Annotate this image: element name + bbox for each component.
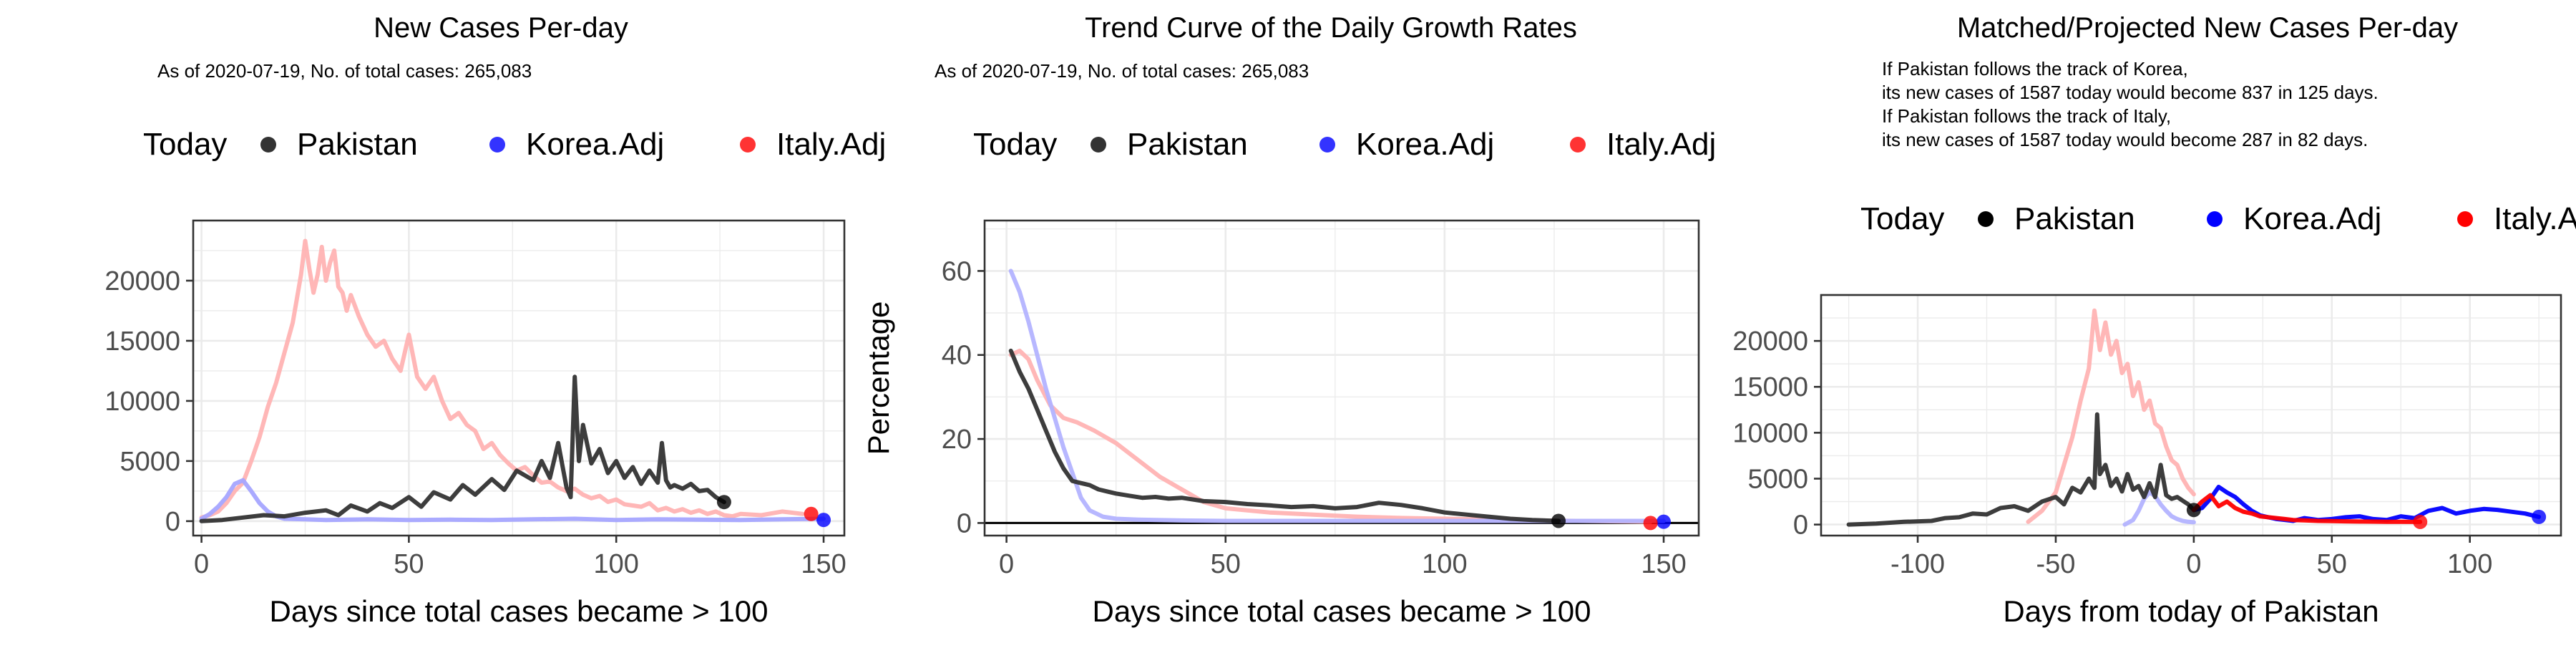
legend-marker [740, 137, 756, 153]
chart-subtitle: As of 2020-07-19, No. of total cases: 26… [935, 60, 1309, 82]
legend-marker [2457, 211, 2473, 227]
y-tick-label: 15000 [104, 327, 180, 357]
legend: Today Pakistan Korea.Adj Italy.Adj [143, 127, 886, 162]
today-point-italy-adj [804, 506, 819, 521]
x-tick-label: 0 [2186, 549, 2201, 579]
today-point-korea-adj [2532, 509, 2547, 524]
x-tick-label: 100 [1422, 549, 1467, 579]
y-tick-label: 20 [942, 425, 972, 455]
today-point-pakistan [716, 495, 731, 510]
legend-label: Korea.Adj [1356, 127, 1494, 162]
legend-marker [1091, 137, 1106, 153]
series-line-pakistan [199, 374, 726, 523]
legend-label: Korea.Adj [526, 127, 664, 162]
x-axis-label: Days since total cases became > 100 [1093, 594, 1591, 628]
y-tick-label: 5000 [119, 447, 180, 477]
annotation-line: If Pakistan follows the track of Italy, [1882, 105, 2171, 127]
x-tick-label: 50 [2317, 549, 2347, 579]
series-line-pakistan [1008, 348, 1561, 523]
chart-panel-2: Trend Curve of the Daily Growth Rates As … [862, 12, 1716, 628]
x-tick-label: -50 [2036, 549, 2075, 579]
chart-title: New Cases Per-day [374, 12, 628, 44]
y-tick-label: 10000 [104, 387, 180, 417]
legend-marker [1319, 137, 1335, 153]
x-tick-label: 0 [999, 549, 1014, 579]
chart-subtitle: As of 2020-07-19, No. of total cases: 26… [157, 60, 532, 82]
legend-label: Korea.Adj [2243, 201, 2381, 236]
x-tick-label: 150 [1641, 549, 1686, 579]
legend-marker [1978, 211, 1994, 227]
annotation-line: If Pakistan follows the track of Korea, [1882, 58, 2188, 79]
today-point-korea-adj [816, 513, 831, 528]
annotation-line: its new cases of 1587 today would become… [1882, 82, 2379, 103]
today-point-italy-adj [2413, 514, 2428, 529]
series-line-korea-adj-past- [2122, 490, 2196, 527]
series-group [199, 238, 831, 528]
x-tick-label: 50 [1211, 549, 1241, 579]
plot-area [985, 221, 1699, 536]
y-tick-label: 10000 [1732, 418, 1808, 448]
series-line-italy-adj [199, 238, 805, 520]
today-point-pakistan [2186, 503, 2201, 518]
plot-border [983, 219, 1700, 537]
series-line-italy-adj-projected- [2191, 493, 2423, 524]
legend-marker [1570, 137, 1586, 153]
plot-border [192, 219, 846, 537]
y-tick-label: 60 [942, 256, 972, 286]
y-tick-label: 20000 [104, 266, 180, 296]
grid [1821, 294, 2561, 536]
legend-label: Italy.Adj [1606, 127, 1716, 162]
x-axis-label: Days from today of Pakistan [2003, 594, 2379, 628]
y-tick-label: 0 [1793, 511, 1808, 541]
y-tick-label: 5000 [1747, 464, 1808, 494]
x-tick-label: 100 [2447, 549, 2492, 579]
legend-label: Pakistan [2014, 201, 2135, 236]
x-tick-label: 50 [394, 549, 424, 579]
y-tick-label: 15000 [1732, 372, 1808, 402]
annotation-line: its new cases of 1587 today would become… [1882, 129, 2368, 150]
chart-title: Matched/Projected New Cases Per-day [1957, 12, 2458, 44]
today-point-italy-adj [1643, 516, 1658, 531]
x-axis-label: Days since total cases became > 100 [270, 594, 769, 628]
y-tick-label: 20000 [1732, 327, 1808, 357]
legend-label: Pakistan [1127, 127, 1248, 162]
y-tick-label: 40 [942, 341, 972, 371]
y-tick-label: 0 [165, 507, 180, 537]
legend-marker [489, 137, 505, 153]
legend-title: Today [1860, 201, 1944, 236]
today-point-korea-adj [1657, 514, 1672, 529]
legend-label: Italy.Adj [776, 127, 886, 162]
x-tick-label: 150 [801, 549, 846, 579]
series-line-korea-adj [199, 478, 826, 523]
chart-panel-1: New Cases Per-day As of 2020-07-19, No. o… [104, 12, 886, 628]
x-tick-label: -100 [1890, 549, 1945, 579]
legend-marker [260, 137, 276, 153]
chart-panel-3: Matched/Projected New Cases Per-day If Pa… [1732, 12, 2576, 628]
legend-marker [2207, 211, 2223, 227]
plot-border [1820, 294, 2562, 537]
x-tick-label: 100 [594, 549, 639, 579]
series-group [1008, 269, 1672, 531]
y-axis-label: Percentage [862, 301, 895, 455]
legend-label: Pakistan [297, 127, 418, 162]
y-tick-label: 0 [957, 508, 972, 538]
series-line-korea-adj [1008, 269, 1666, 523]
plot-area [1821, 295, 2561, 536]
plot-area [193, 221, 844, 536]
legend: Today Pakistan Korea.Adj Italy.Adj [1860, 201, 2576, 236]
legend-label: Italy.Adj [2494, 201, 2576, 236]
series-line-pakistan [1846, 412, 2196, 527]
chart-title: Trend Curve of the Daily Growth Rates [1085, 12, 1577, 44]
series-group [1846, 308, 2547, 529]
legend-title: Today [143, 127, 227, 162]
today-point-pakistan [1551, 513, 1566, 528]
x-tick-label: 0 [194, 549, 209, 579]
legend: Today Pakistan Korea.Adj Italy.Adj [973, 127, 1716, 162]
legend-title: Today [973, 127, 1057, 162]
series-line-italy-adj-past- [2026, 308, 2196, 524]
